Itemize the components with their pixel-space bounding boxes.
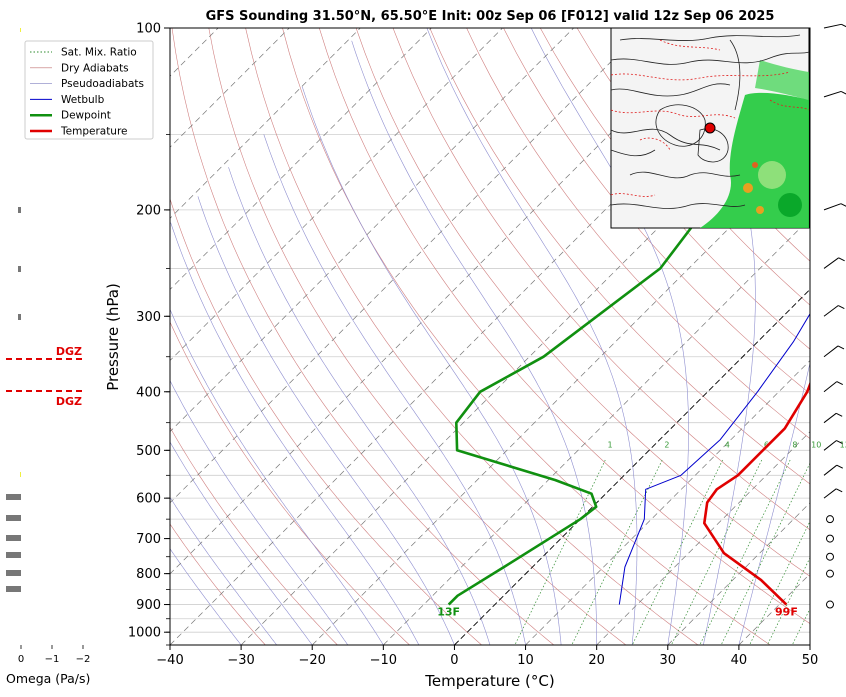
omega-bar: [18, 314, 21, 320]
pseudoadiabat: [198, 196, 455, 645]
y-tick-label: 500: [136, 444, 161, 459]
wind-barb-calm: [827, 535, 834, 542]
y-tick-label: 1000: [128, 626, 161, 641]
wind-barb-shaft: [824, 204, 841, 210]
x-tick-label: −40: [156, 653, 183, 668]
location-marker: [705, 123, 715, 133]
omega-bar: [18, 207, 21, 213]
x-tick-label: 30: [660, 653, 677, 668]
omega-bar: [6, 570, 21, 576]
omega-axis-label: Omega (Pa/s): [6, 671, 90, 686]
omega-bar: [6, 535, 21, 541]
wind-barb-shaft: [824, 346, 838, 357]
wind-barb-flag: [841, 24, 846, 27]
omega-tick-label: −1: [45, 654, 60, 665]
wind-barb-flag: [836, 489, 842, 492]
wind-barb-shaft: [824, 489, 836, 498]
mixing-ratio-label: 13: [840, 440, 846, 449]
wind-barb-shaft: [824, 258, 839, 269]
wind-barbs: [824, 24, 846, 645]
y-tick-label: 200: [136, 203, 161, 218]
mixing-ratio-label: 2: [664, 440, 669, 449]
inset-map: [611, 28, 809, 228]
isotherm: [810, 28, 846, 645]
x-tick-label: 20: [588, 653, 605, 668]
wind-barb-flag: [839, 258, 845, 261]
legend-label: Sat. Mix. Ratio: [61, 47, 137, 59]
pseudoadiabat: [101, 289, 312, 645]
wind-barb-shaft: [824, 91, 841, 96]
wind-barb-flag: [837, 465, 843, 468]
dry-adiabat: [835, 28, 846, 645]
x-axis: −40 −30 −20 −10 0 10 20 30 40 50: [156, 645, 818, 668]
y-tick-label: 700: [136, 532, 161, 547]
x-tick-label: −10: [370, 653, 397, 668]
wind-barb-calm: [827, 516, 834, 523]
x-tick-label: 50: [802, 653, 819, 668]
wind-barb-flag: [841, 204, 846, 207]
mixing-ratio-label: 10: [811, 440, 821, 449]
surface-temp-annotation: 13F: [437, 606, 460, 619]
wind-barb-shaft: [824, 306, 838, 317]
y-tick-label: 600: [136, 492, 161, 507]
omega-tick-label: −2: [76, 654, 91, 665]
legend-label: Dry Adiabats: [61, 62, 129, 74]
legend: Sat. Mix. Ratio Dry Adiabats Pseudoadiabat…: [25, 41, 153, 139]
surface-temp-annotation: 99F: [775, 606, 798, 619]
wind-barb-shaft: [824, 441, 836, 451]
dgz-label: DGZ: [56, 345, 82, 358]
x-tick-label: 10: [517, 653, 534, 668]
dgz-label: DGZ: [56, 395, 82, 408]
pseudoadiabat: [171, 223, 419, 645]
omega-bar: [6, 515, 21, 521]
wind-barb-flag: [836, 413, 842, 416]
mixing-ratio-label: 1: [607, 440, 612, 449]
y-axis-label: Pressure (hPa): [104, 283, 122, 391]
wind-barb-calm: [827, 570, 834, 577]
chart-title: GFS Sounding 31.50°N, 65.50°E Init: 00z …: [206, 9, 775, 24]
wind-barb-shaft: [824, 24, 841, 28]
legend-label: Pseudoadiabats: [61, 78, 144, 90]
omega-bar: [18, 266, 21, 272]
wind-barb-flag: [837, 382, 843, 385]
y-tick-label: 100: [136, 22, 161, 37]
wind-barb-calm: [827, 601, 834, 608]
omega-bar: [6, 494, 21, 500]
mixing-ratio-label: 4: [725, 440, 730, 449]
wind-barb-flag: [838, 306, 844, 309]
omega-tick-label: 0: [18, 654, 24, 665]
legend-label: Temperature: [60, 126, 128, 138]
mixing-ratio-line: [810, 460, 846, 645]
omega-tiny-bar: [20, 28, 21, 32]
legend-label: Wetbulb: [61, 94, 105, 106]
wind-barb-flag: [841, 91, 846, 94]
omega-bar: [6, 586, 21, 592]
mixing-ratio-line: [671, 460, 761, 645]
mixing-ratio-label: 8: [792, 440, 797, 449]
legend-label: Dewpoint: [61, 110, 111, 122]
x-tick-label: 0: [450, 653, 458, 668]
x-axis-label: Temperature (°C): [424, 672, 554, 690]
x-tick-label: 40: [731, 653, 748, 668]
omega-tiny-bar: [20, 472, 21, 477]
mixing-ratio-line: [835, 460, 846, 645]
y-tick-label: 300: [136, 310, 161, 325]
y-tick-label: 400: [136, 385, 161, 400]
y-tick-label: 800: [136, 567, 161, 582]
omega-bar: [6, 552, 21, 558]
wind-barb-shaft: [824, 382, 837, 392]
wind-barb-calm: [827, 553, 834, 560]
x-tick-label: −30: [227, 653, 254, 668]
wind-barb-shaft: [824, 465, 837, 475]
wind-barb-flag: [838, 346, 844, 349]
x-tick-label: −20: [299, 653, 326, 668]
wind-barb-shaft: [824, 413, 836, 422]
y-tick-label: 900: [136, 598, 161, 613]
pseudoadiabat: [146, 247, 383, 645]
